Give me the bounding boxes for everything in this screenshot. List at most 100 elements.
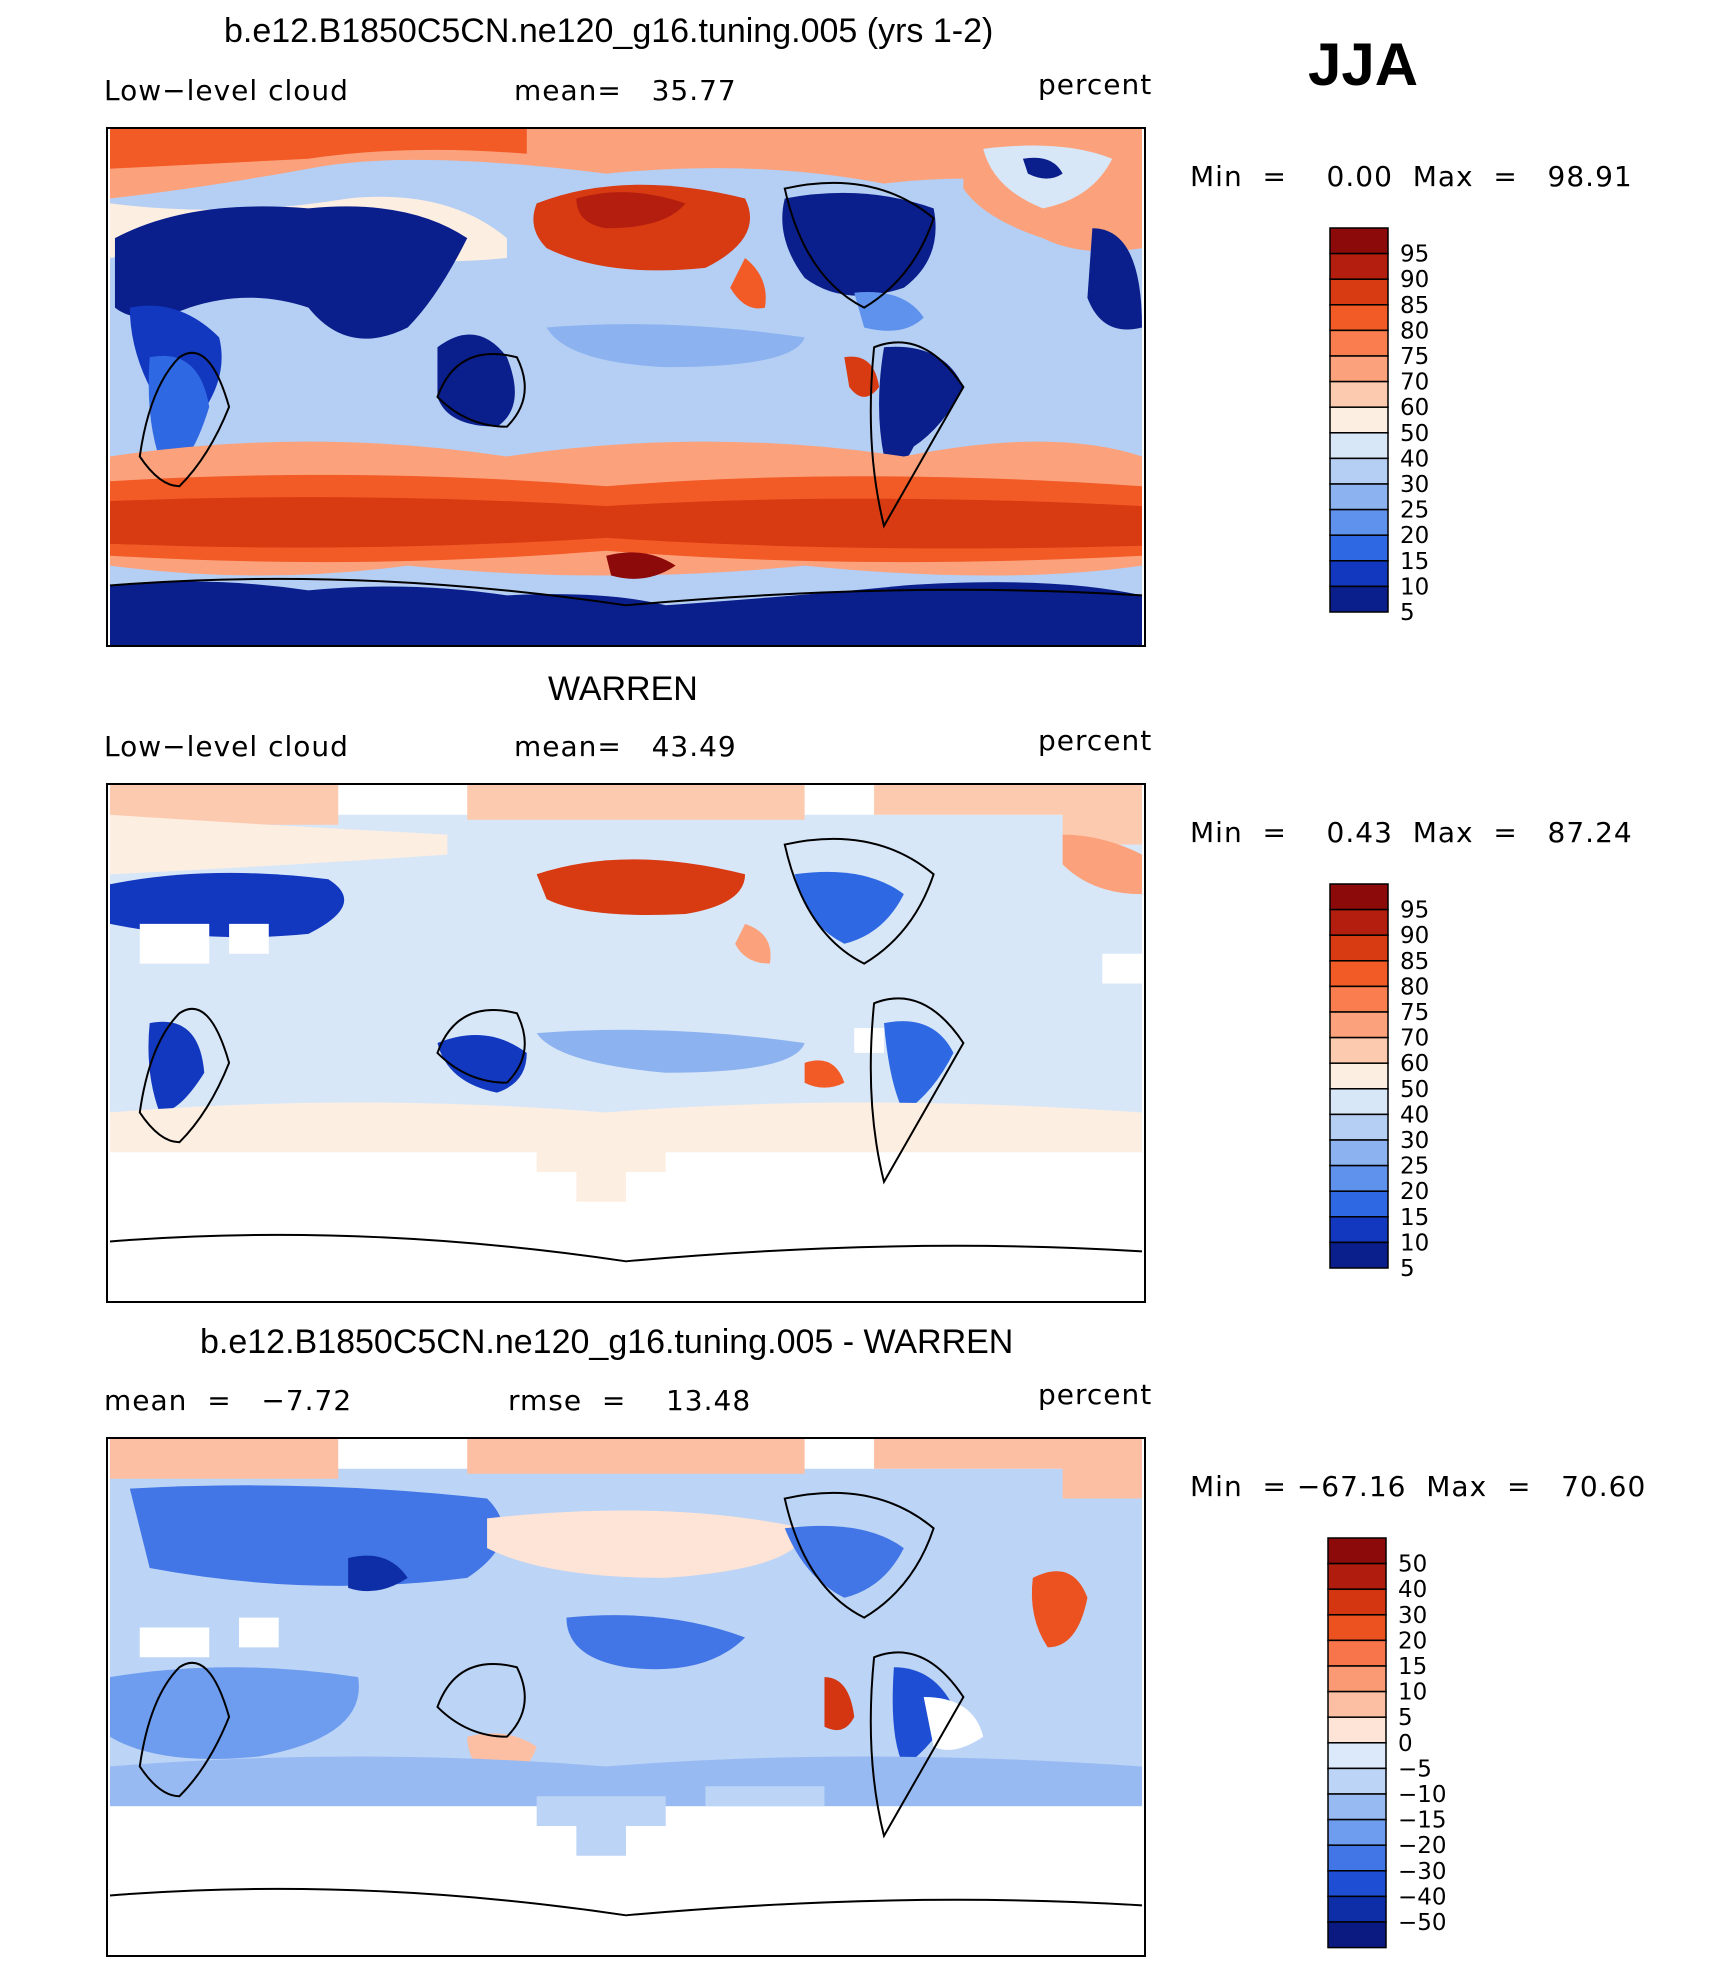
colorbar-3-label: 30	[1398, 1603, 1427, 1629]
panel2-natlantic	[1062, 834, 1142, 895]
colorbar-2-box	[1329, 1190, 1389, 1218]
colorbar-2-label: 90	[1400, 923, 1429, 949]
colorbar-2-label: 60	[1400, 1051, 1429, 1077]
panel3-mean-label: mean = −7.72	[104, 1384, 353, 1417]
colorbar-2-box	[1329, 1088, 1389, 1116]
colorbar-2-box	[1329, 1062, 1389, 1090]
colorbar-1-box	[1329, 380, 1389, 408]
panel2-map-svg	[109, 785, 1143, 1301]
colorbar-2-label: 20	[1400, 1179, 1429, 1205]
colorbar-3-box	[1327, 1870, 1387, 1898]
panel3-missing-sahara	[139, 1617, 279, 1658]
colorbar-2-label: 80	[1400, 974, 1429, 1000]
colorbar-3-box	[1327, 1537, 1387, 1565]
panel3-southern-fragments	[536, 1786, 825, 1856]
panel3-southern-band	[110, 1756, 1142, 1807]
panel2-units-label: percent	[1038, 724, 1153, 757]
panel3-missing-amazon	[923, 1697, 984, 1750]
colorbar-1-label: 80	[1400, 318, 1429, 344]
colorbar-2-box	[1329, 934, 1389, 962]
colorbar-3-label: −10	[1398, 1782, 1447, 1808]
colorbar-3-box	[1327, 1562, 1387, 1590]
colorbar-3-box	[1327, 1588, 1387, 1616]
colorbar-1-label: 15	[1400, 549, 1429, 575]
panel2-midlat	[110, 814, 448, 875]
colorbar-1-label: 10	[1400, 574, 1429, 600]
panel2-southern-fragments	[536, 1132, 825, 1202]
colorbar-2-box	[1329, 1216, 1389, 1244]
panel2-southern-band	[110, 1102, 1142, 1153]
colorbar-3-label: −50	[1398, 1910, 1447, 1936]
colorbar-1-box	[1329, 508, 1389, 536]
colorbar-1-label: 70	[1400, 370, 1429, 396]
colorbar-3-label: 0	[1398, 1731, 1413, 1757]
colorbar-3-box	[1327, 1690, 1387, 1718]
panel1-map	[106, 127, 1146, 647]
colorbar-3-label: 15	[1398, 1654, 1427, 1680]
panel1-australia	[437, 334, 515, 427]
panel3-north-america	[784, 1525, 904, 1598]
panel3-npacific	[487, 1510, 805, 1578]
season-label: JJA	[1308, 31, 1419, 98]
colorbar-1-label: 20	[1400, 523, 1429, 549]
colorbar-1-box	[1329, 560, 1389, 588]
panel1-npacific-core	[576, 192, 686, 229]
colorbar-3-label: 20	[1398, 1628, 1427, 1654]
colorbar-2-label: 50	[1400, 1077, 1429, 1103]
panel2-south-america	[884, 1021, 954, 1113]
panel2-europe-north-africa	[110, 872, 345, 938]
colorbar-3-label: −20	[1398, 1833, 1447, 1859]
colorbar-2-box	[1329, 1011, 1389, 1039]
panel2-tropical-band	[536, 1029, 805, 1073]
panel2-field-label: Low−level cloud	[104, 730, 349, 763]
panel3-peru-positive	[824, 1677, 855, 1731]
panel1-california-deck	[730, 258, 766, 309]
colorbar-2-box	[1329, 883, 1389, 911]
panel1-west-africa	[1087, 228, 1142, 330]
panel2-africa-south	[148, 1021, 205, 1113]
panel3-tibet	[348, 1555, 408, 1592]
panel2-australia	[437, 1035, 527, 1093]
panel3-rmse-label: rmse = 13.48	[508, 1384, 752, 1417]
panel1-field-label: Low−level cloud	[104, 74, 349, 107]
panel3-south-america	[892, 1667, 954, 1767]
panel2-missing-amazon	[854, 1028, 884, 1053]
panel3-eurasia	[129, 1485, 503, 1586]
colorbar-2-box	[1329, 960, 1389, 988]
colorbar-3-box	[1327, 1921, 1387, 1949]
colorbar-1-box	[1329, 585, 1389, 613]
colorbar-2-box	[1329, 1113, 1389, 1141]
panel3-title: b.e12.B1850C5CN.ne120_g16.tuning.005 - W…	[200, 1323, 1014, 1361]
panel3-arctic-band	[110, 1439, 1142, 1499]
panel2-north-america	[794, 871, 904, 944]
colorbar-2-label: 25	[1400, 1154, 1429, 1180]
panel1-africa-south	[148, 355, 210, 472]
colorbar-3-box	[1327, 1665, 1387, 1693]
panel1-minmax: Min = 0.00 Max = 98.91	[1190, 160, 1633, 193]
colorbar-2-box	[1329, 985, 1389, 1013]
colorbar-1-box	[1329, 483, 1389, 511]
colorbar-1-box	[1329, 278, 1389, 306]
panel1-eurasia	[114, 206, 468, 339]
colorbar-1-label: 60	[1400, 395, 1429, 421]
panel2-arctic-band	[110, 785, 1142, 845]
panel3-map	[106, 1437, 1146, 1957]
panel3-indian-ocean	[110, 1667, 359, 1760]
colorbar-3-box	[1327, 1716, 1387, 1744]
colorbar-3-label: −5	[1398, 1756, 1432, 1782]
panel3-tropical-pacific	[566, 1615, 746, 1670]
colorbar-1-box	[1329, 227, 1389, 255]
panel1-title: b.e12.B1850C5CN.ne120_g16.tuning.005 (yr…	[224, 12, 994, 50]
panel3-units-label: percent	[1038, 1378, 1153, 1411]
colorbar-1-box	[1329, 406, 1389, 434]
colorbar-2-box	[1329, 908, 1389, 936]
colorbar-3-label: 5	[1398, 1705, 1413, 1731]
panel1-coastlines	[109, 181, 1143, 607]
colorbar-1-box	[1329, 457, 1389, 485]
colorbar-1-label: 5	[1400, 600, 1415, 626]
panel2-peru-deck	[804, 1060, 845, 1088]
colorbar-3-box	[1327, 1614, 1387, 1642]
colorbar-3-box	[1327, 1742, 1387, 1770]
